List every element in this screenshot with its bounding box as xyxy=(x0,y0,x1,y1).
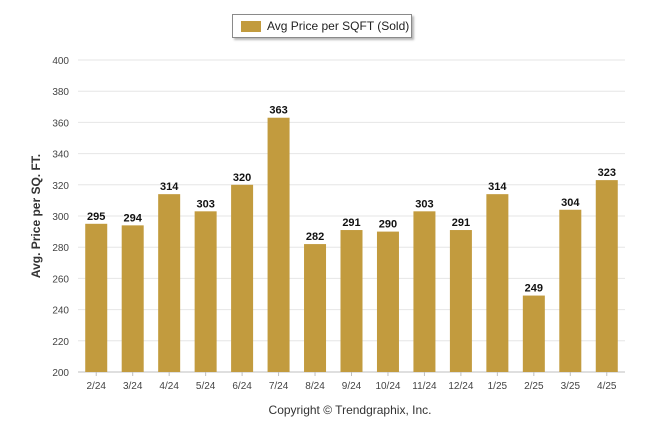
bar xyxy=(194,211,217,372)
x-tick-label: 2/25 xyxy=(524,381,544,392)
bar xyxy=(559,209,582,372)
bar xyxy=(158,194,181,372)
x-tick-label: 8/24 xyxy=(305,381,325,392)
x-tick-label: 6/24 xyxy=(232,381,252,392)
y-tick-label: 240 xyxy=(52,306,69,317)
x-tick-label: 7/24 xyxy=(269,381,289,392)
bar xyxy=(522,295,545,372)
bar xyxy=(449,230,472,372)
bar xyxy=(595,180,618,372)
y-tick-label: 220 xyxy=(52,337,69,348)
data-label: 291 xyxy=(452,217,470,229)
legend-swatch xyxy=(241,20,261,32)
x-tick-label: 2/24 xyxy=(86,381,106,392)
data-label: 314 xyxy=(160,181,179,193)
data-label: 294 xyxy=(124,212,143,224)
y-tick-label: 200 xyxy=(52,368,69,379)
data-label: 295 xyxy=(87,211,105,223)
data-label: 320 xyxy=(233,172,251,184)
x-tick-label: 4/24 xyxy=(159,381,179,392)
data-label: 363 xyxy=(269,105,287,117)
copyright-notice: Copyright © Trendgraphix, Inc. xyxy=(268,403,432,417)
data-label: 303 xyxy=(196,198,214,210)
y-tick-label: 260 xyxy=(52,274,69,285)
data-label: 291 xyxy=(342,217,360,229)
y-tick-label: 320 xyxy=(52,181,69,192)
data-label: 290 xyxy=(379,219,397,231)
y-tick-label: 280 xyxy=(52,243,69,254)
data-label: 282 xyxy=(306,231,324,243)
bar xyxy=(267,117,290,372)
x-tick-label: 1/25 xyxy=(488,381,508,392)
data-label: 314 xyxy=(488,181,507,193)
x-tick-label: 3/24 xyxy=(123,381,143,392)
bar xyxy=(376,231,399,372)
data-label: 249 xyxy=(525,283,543,295)
legend-label: Avg Price per SQFT (Sold) xyxy=(267,19,410,33)
x-tick-label: 12/24 xyxy=(448,381,473,392)
bar xyxy=(231,184,254,372)
bar xyxy=(486,194,509,372)
legend: Avg Price per SQFT (Sold) xyxy=(232,14,412,38)
y-tick-label: 340 xyxy=(52,150,69,161)
x-tick-label: 4/25 xyxy=(597,381,617,392)
x-tick-label: 11/24 xyxy=(412,381,437,392)
y-tick-label: 360 xyxy=(52,118,69,129)
y-tick-label: 400 xyxy=(52,56,69,67)
x-tick-label: 5/24 xyxy=(196,381,216,392)
y-tick-label: 300 xyxy=(52,212,69,223)
bar xyxy=(121,225,144,372)
data-label: 303 xyxy=(415,198,433,210)
bar xyxy=(85,223,108,372)
x-tick-label: 10/24 xyxy=(375,381,400,392)
x-tick-label: 9/24 xyxy=(342,381,362,392)
bar xyxy=(304,244,327,372)
x-tick-label: 3/25 xyxy=(561,381,581,392)
bar xyxy=(413,211,436,372)
bar xyxy=(340,230,363,372)
y-tick-label: 380 xyxy=(52,87,69,98)
data-label: 323 xyxy=(598,167,616,179)
data-label: 304 xyxy=(561,197,580,209)
